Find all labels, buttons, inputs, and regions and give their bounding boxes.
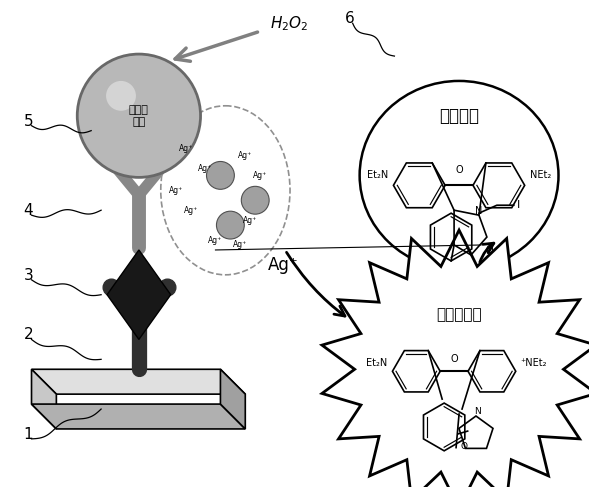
Text: 有强的荧光: 有强的荧光 — [436, 307, 482, 322]
Text: 银纳米
颗粒: 银纳米 颗粒 — [129, 105, 149, 126]
Text: Ag⁺: Ag⁺ — [253, 171, 267, 180]
Text: Et₂N: Et₂N — [367, 170, 388, 181]
Polygon shape — [31, 369, 245, 394]
Text: Ag⁺: Ag⁺ — [183, 206, 198, 215]
Text: 没有荧光: 没有荧光 — [439, 107, 479, 125]
Ellipse shape — [360, 81, 558, 270]
Text: O: O — [455, 165, 463, 175]
Text: Ag⁺: Ag⁺ — [168, 186, 183, 195]
Text: $H_2O_2$: $H_2O_2$ — [270, 14, 309, 33]
Text: I: I — [517, 200, 520, 210]
Text: 6: 6 — [345, 11, 355, 26]
Text: N: N — [475, 407, 481, 416]
Text: N: N — [475, 206, 483, 216]
Circle shape — [106, 81, 136, 111]
Circle shape — [241, 186, 269, 214]
Text: Et₂N: Et₂N — [366, 358, 388, 368]
Polygon shape — [322, 230, 591, 488]
Polygon shape — [107, 250, 171, 340]
Text: Ag⁺: Ag⁺ — [209, 236, 223, 244]
Text: 2: 2 — [24, 327, 33, 343]
Text: Ag⁺: Ag⁺ — [178, 144, 193, 153]
Polygon shape — [31, 404, 245, 429]
Polygon shape — [31, 369, 56, 429]
Text: O: O — [460, 442, 467, 451]
Text: 3: 3 — [24, 268, 33, 283]
Text: NEt₂: NEt₂ — [530, 170, 551, 181]
Circle shape — [77, 54, 200, 177]
Text: 5: 5 — [24, 114, 33, 129]
Text: O: O — [450, 354, 458, 365]
Circle shape — [206, 162, 235, 189]
Text: Ag⁺: Ag⁺ — [233, 241, 248, 249]
Circle shape — [216, 211, 244, 239]
Text: Ag⁺: Ag⁺ — [268, 256, 299, 274]
Polygon shape — [220, 369, 245, 429]
Text: ⁺NEt₂: ⁺NEt₂ — [521, 358, 547, 368]
Text: O: O — [485, 245, 493, 255]
Text: Ag⁺: Ag⁺ — [199, 164, 213, 173]
Text: Ag⁺: Ag⁺ — [238, 151, 252, 160]
Text: Ag⁺: Ag⁺ — [243, 216, 258, 224]
Text: 4: 4 — [24, 203, 33, 218]
Text: 1: 1 — [24, 427, 33, 442]
